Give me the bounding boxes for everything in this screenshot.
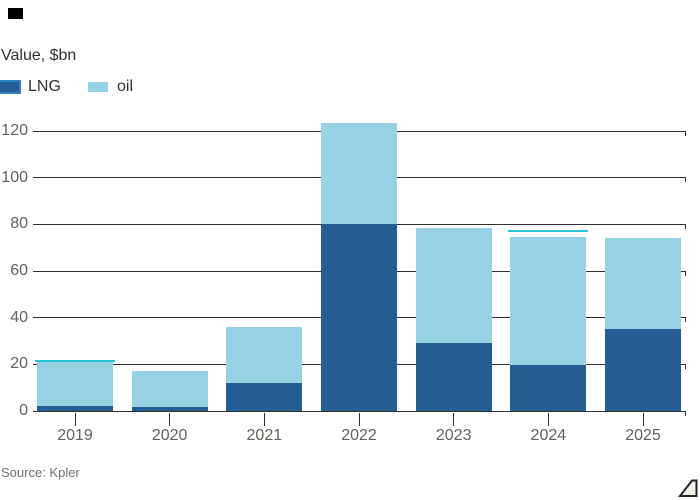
x-axis-label-2021: 2021: [246, 427, 283, 444]
y-axis-label: 0: [19, 402, 28, 419]
legend-label-oil: oil: [117, 78, 134, 95]
bar-segment-lng-2022[interactable]: [321, 224, 397, 411]
bar-2025[interactable]: [605, 238, 682, 411]
y-axis-label: 20: [10, 355, 28, 373]
gridline-hook-100: [685, 177, 686, 183]
x-axis-tick-2023: [453, 413, 455, 426]
x-axis-label-2022: 2022: [341, 427, 377, 444]
bar-segment-oil-2021[interactable]: [226, 327, 303, 383]
bar-segment-oil-2019[interactable]: [37, 362, 113, 407]
y-axis-label: 100: [1, 168, 28, 186]
gridline-hook-120: [685, 130, 686, 136]
y-axis-title: Value, $bn: [1, 47, 77, 64]
highlight-marker-2019: [35, 359, 115, 362]
x-axis-tick-2024: [547, 413, 549, 426]
bar-segment-oil-2025[interactable]: [605, 238, 682, 330]
bar-segment-oil-2024[interactable]: [510, 237, 587, 366]
y-axis-label: 40: [10, 308, 28, 326]
legend-swatch-oil: [86, 80, 110, 94]
x-axis-label-2024: 2024: [530, 427, 567, 444]
x-axis-label-2019: 2019: [57, 427, 93, 444]
bar-2022[interactable]: [321, 122, 397, 411]
brand-mark: [8, 8, 23, 19]
x-axis-tick-2025: [642, 413, 644, 426]
x-axis-label-2023: 2023: [435, 427, 472, 444]
legend-item-lng[interactable]: LNG: [0, 79, 61, 95]
x-axis-tick-2019: [74, 413, 76, 426]
x-axis-label-2020: 2020: [151, 427, 188, 444]
gridline-hook-20: [685, 363, 686, 369]
bar-2023[interactable]: [415, 227, 492, 411]
gridline-0: [33, 410, 686, 412]
gridline-hook-40: [685, 317, 686, 323]
bar-2024[interactable]: [510, 237, 587, 411]
gridline-hook-60: [685, 270, 686, 276]
y-axis-label: 80: [10, 215, 28, 233]
bar-2021[interactable]: [226, 327, 303, 411]
expand-chart-icon[interactable]: [678, 477, 699, 498]
bar-segment-lng-2023[interactable]: [415, 343, 492, 411]
x-axis-label-2025: 2025: [625, 427, 661, 444]
source-note: Source: Kpler: [1, 465, 80, 480]
legend-item-oil[interactable]: oil: [86, 79, 133, 95]
x-axis-tick-2022: [358, 413, 360, 426]
bar-2020[interactable]: [131, 371, 208, 411]
highlight-marker-2024: [508, 230, 589, 233]
bar-segment-lng-2019[interactable]: [37, 406, 113, 411]
gridline-hook-0: [685, 410, 686, 416]
bar-segment-oil-2023[interactable]: [415, 227, 492, 344]
legend: LNG oil: [0, 79, 300, 97]
bar-2019[interactable]: [37, 362, 113, 411]
bar-segment-lng-2021[interactable]: [226, 383, 303, 411]
bar-segment-oil-2020[interactable]: [131, 371, 208, 408]
bar-segment-lng-2020[interactable]: [131, 407, 208, 411]
bar-segment-lng-2025[interactable]: [605, 329, 682, 411]
legend-label-lng: LNG: [28, 78, 61, 95]
y-axis-label: 120: [1, 122, 28, 139]
x-axis-tick-2021: [263, 413, 265, 426]
y-axis-label: 60: [10, 262, 28, 279]
gridline-hook-80: [685, 223, 686, 229]
bar-segment-oil-2022[interactable]: [321, 122, 397, 225]
x-axis-tick-2020: [169, 413, 171, 426]
bar-segment-lng-2024[interactable]: [510, 365, 587, 411]
legend-swatch-lng: [0, 80, 21, 94]
